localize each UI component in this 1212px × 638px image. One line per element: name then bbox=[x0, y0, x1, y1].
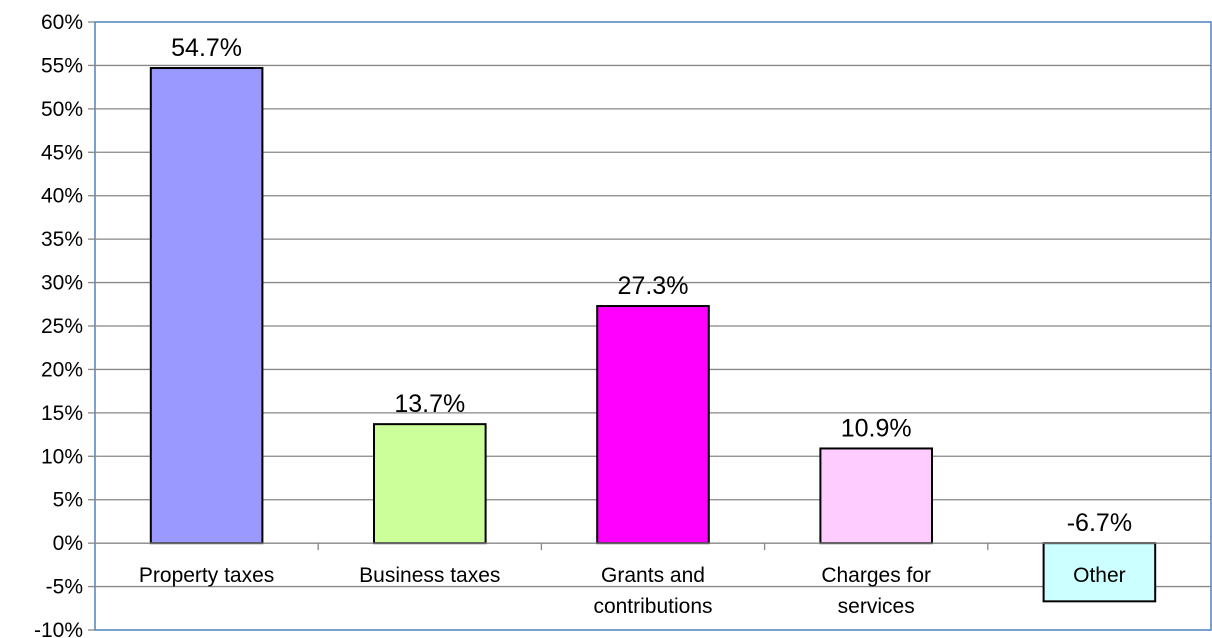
category-label: Grants and bbox=[601, 564, 705, 587]
bar bbox=[596, 305, 710, 545]
y-tick-label: 60% bbox=[41, 11, 83, 34]
y-tick-label: 50% bbox=[41, 98, 83, 121]
data-label: -6.7% bbox=[1067, 509, 1132, 537]
bar bbox=[373, 423, 487, 545]
y-tick-label: 10% bbox=[41, 445, 83, 468]
category-label: services bbox=[838, 595, 915, 618]
category-label: Charges for bbox=[821, 564, 931, 587]
data-label: 13.7% bbox=[394, 390, 465, 418]
y-tick-label: 20% bbox=[41, 358, 83, 381]
bars bbox=[149, 67, 1157, 603]
x-axis bbox=[95, 542, 1211, 551]
y-tick-label: 55% bbox=[41, 54, 83, 77]
y-tick-label: 35% bbox=[41, 228, 83, 251]
category-label: Property taxes bbox=[139, 564, 274, 587]
data-label: 54.7% bbox=[171, 34, 242, 62]
y-tick-label: -5% bbox=[46, 576, 83, 599]
y-axis-ticks: -10% -5% 0% 5% 10% 15% 20% 25% 30% 35% 40% 45% 50% 55… bbox=[34, 11, 95, 638]
bar bbox=[819, 447, 934, 545]
data-labels: 54.7% 13.7% 27.3% 10.9% -6.7% bbox=[171, 34, 1132, 537]
category-label: Other bbox=[1073, 564, 1126, 587]
y-tick-label: -10% bbox=[34, 619, 83, 638]
y-tick-label: 5% bbox=[53, 489, 83, 512]
y-tick-label: 40% bbox=[41, 185, 83, 208]
bar bbox=[149, 67, 264, 545]
y-tick-label: 30% bbox=[41, 272, 83, 295]
y-tick-label: 15% bbox=[41, 402, 83, 425]
data-label: 10.9% bbox=[841, 414, 912, 442]
y-tick-label: 25% bbox=[41, 315, 83, 338]
data-label: 27.3% bbox=[618, 272, 689, 300]
category-label: Business taxes bbox=[359, 564, 500, 587]
y-tick-label: 0% bbox=[53, 532, 83, 555]
category-labels: Property taxes Business taxes Grants and co… bbox=[139, 564, 1126, 618]
y-tick-label: 45% bbox=[41, 141, 83, 164]
category-label: contributions bbox=[593, 595, 712, 618]
